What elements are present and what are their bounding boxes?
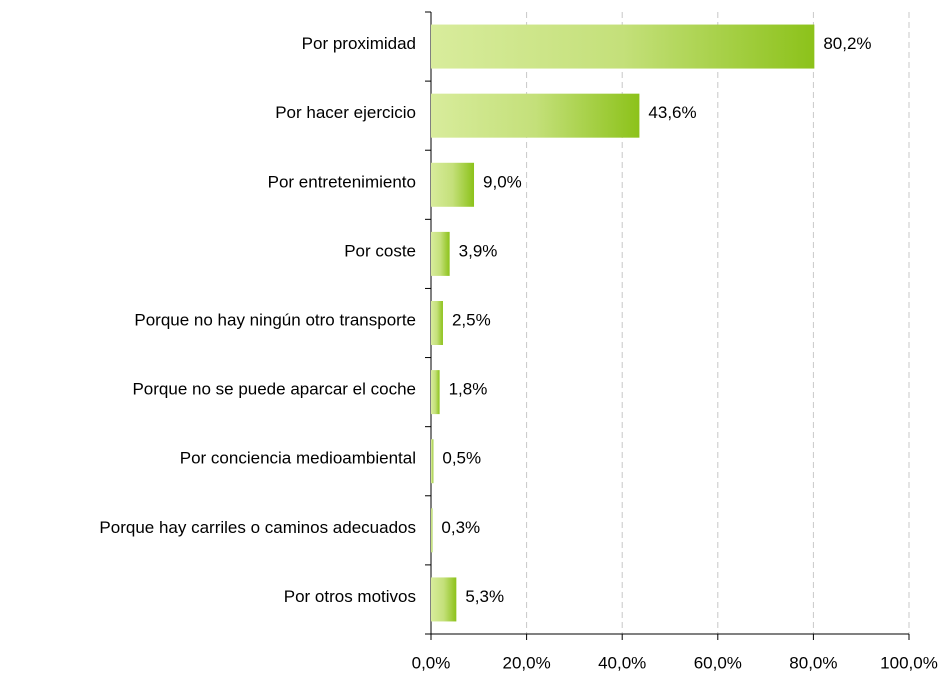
x-tick-label: 40,0%	[598, 653, 646, 672]
data-label: 9,0%	[483, 172, 522, 191]
y-tick-label: Porque no se puede aparcar el coche	[132, 380, 416, 399]
y-tick-label: Porque no hay ningún otro transporte	[134, 310, 416, 329]
y-tick-label: Por otros motivos	[284, 587, 416, 606]
bar	[431, 24, 815, 69]
bar	[431, 508, 433, 553]
bar	[431, 370, 440, 415]
bar	[431, 439, 434, 484]
data-label: 0,5%	[442, 449, 481, 468]
bar	[431, 93, 640, 138]
x-tick-label: 100,0%	[880, 653, 938, 672]
y-tick-label: Por coste	[344, 241, 416, 260]
y-tick-label: Porque hay carriles o caminos adecuados	[99, 518, 416, 537]
data-label: 80,2%	[823, 34, 871, 53]
y-tick-label: Por proximidad	[302, 34, 416, 53]
y-tick-label: Por entretenimiento	[268, 172, 416, 191]
y-tick-label: Por hacer ejercicio	[275, 103, 416, 122]
x-tick-label: 80,0%	[789, 653, 837, 672]
y-tick-label: Por conciencia medioambiental	[180, 449, 416, 468]
data-label: 5,3%	[465, 587, 504, 606]
data-label: 3,9%	[459, 241, 498, 260]
bar	[431, 577, 457, 622]
x-tick-label: 20,0%	[502, 653, 550, 672]
x-tick-label: 0,0%	[412, 653, 451, 672]
x-tick-label: 60,0%	[694, 653, 742, 672]
data-label: 0,3%	[441, 518, 480, 537]
data-label: 2,5%	[452, 310, 491, 329]
bar	[431, 162, 475, 207]
data-label: 43,6%	[648, 103, 696, 122]
bar	[431, 231, 450, 276]
data-label: 1,8%	[449, 380, 488, 399]
bar	[431, 301, 443, 345]
